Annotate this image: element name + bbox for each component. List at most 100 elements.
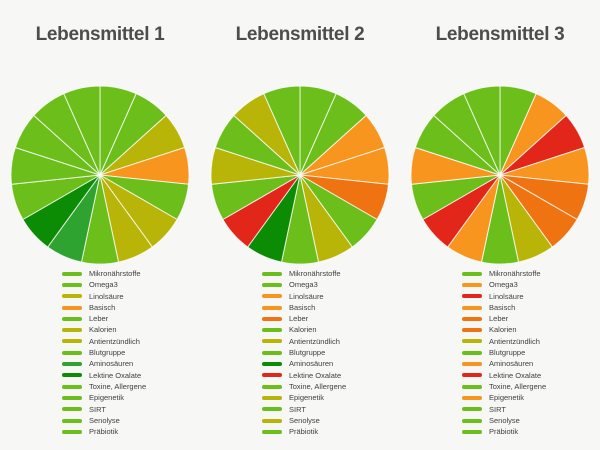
legend-swatch [462,407,482,412]
legend: Mikronährstoffe Omega3 Linolsäure Basisch Le… [0,268,200,437]
legend-swatch [62,418,82,423]
legend-item: Senolyse [262,415,400,426]
legend-label: Antientzündlich [489,336,540,346]
legend-item: Toxine, Allergene [62,381,200,392]
chart-title: Lebensmittel 3 [435,24,565,45]
legend-label: Mikronährstoffe [489,269,541,278]
legend-label: Präbiotik [89,427,119,437]
legend-label: Aminosäuren [489,359,534,369]
legend-label: Aminosäuren [89,359,134,369]
legend-label: Kalorien [489,325,517,335]
legend-swatch [462,429,482,434]
legend-swatch [62,305,82,310]
legend: Mikronährstoffe Omega3 Linolsäure Basisch Le… [200,268,400,437]
legend-swatch [62,395,82,400]
legend-label: Blutgruppe [289,348,326,358]
legend-item: Antientzündlich [262,336,400,347]
legend-label: Lektine Oxalate [89,370,142,380]
legend-swatch [262,271,282,276]
legend-label: Basisch [89,302,116,312]
legend-swatch [262,407,282,412]
pie-chart-container [400,85,600,265]
legend-swatch [462,294,482,299]
legend-label: Leber [489,314,509,324]
legend-swatch [262,328,282,333]
legend-item: Aminosäuren [62,358,200,369]
legend-swatch [262,282,282,287]
legend-swatch [262,429,282,434]
legend-label: Toxine, Allergene [289,381,347,391]
legend-swatch [262,418,282,423]
legend-item: Basisch [462,302,600,313]
legend-item: Mikronährstoffe [462,268,600,279]
legend-swatch [62,429,82,434]
legend-swatch [462,271,482,276]
legend-swatch [62,339,82,344]
legend-swatch [262,316,282,321]
legend-item: Mikronährstoffe [62,268,200,279]
legend-item: Linolsäure [262,291,400,302]
pie-slice [263,85,301,176]
legend-label: Leber [89,314,109,324]
legend-item: Aminosäuren [462,358,600,369]
legend-swatch [262,305,282,310]
legend-item: SIRT [262,404,400,415]
legend-item: Leber [262,313,400,324]
legend-item: Omega3 [462,279,600,290]
legend-label: Senolyse [489,415,520,425]
legend-label: Senolyse [89,415,120,425]
legend-label: Toxine, Allergene [489,381,547,391]
legend-label: Epigenetik [289,393,325,403]
legend-item: Basisch [62,302,200,313]
legend-item: Leber [462,313,600,324]
legend-item: Blutgruppe [62,347,200,358]
legend-label: Omega3 [489,280,518,290]
legend-label: Linolsäure [89,291,124,301]
legend-label: Aminosäuren [289,359,334,369]
legend-swatch [462,418,482,423]
legend-label: Omega3 [89,280,118,290]
legend-item: Senolyse [462,415,600,426]
legend-swatch [462,282,482,287]
legend-swatch [62,362,82,367]
legend-label: Antientzündlich [89,336,140,346]
legend-swatch [262,395,282,400]
legend-item: Blutgruppe [262,347,400,358]
legend-item: Omega3 [62,279,200,290]
legend-item: Linolsäure [62,291,200,302]
legend-swatch [462,339,482,344]
pie-chart-container [200,85,400,265]
legend-label: Epigenetik [89,393,125,403]
legend-swatch [462,305,482,310]
legend-item: Lektine Oxalate [462,370,600,381]
legend-label: Linolsäure [289,291,324,301]
legend-item: Antientzündlich [62,336,200,347]
legend-swatch [462,373,482,378]
legend-label: SIRT [289,404,306,414]
legend-swatch [262,384,282,389]
legend-item: Aminosäuren [262,358,400,369]
legend-item: Lektine Oxalate [62,370,200,381]
legend-item: Präbiotik [462,426,600,437]
legend-item: Blutgruppe [462,347,600,358]
legend-label: Epigenetik [489,393,525,403]
legend-item: Präbiotik [62,426,200,437]
legend-item: Lektine Oxalate [262,370,400,381]
legend-swatch [262,350,282,355]
pie-chart [10,85,190,265]
legend-label: Kalorien [289,325,317,335]
legend-label: Lektine Oxalate [289,370,342,380]
legend-item: Basisch [262,302,400,313]
legend-label: Linolsäure [489,291,524,301]
legend: Mikronährstoffe Omega3 Linolsäure Basisch Le… [400,268,600,437]
legend-label: Antientzündlich [289,336,340,346]
legend-item: Senolyse [62,415,200,426]
pie-chart-container [0,85,200,265]
legend-item: Leber [62,313,200,324]
legend-label: Leber [289,314,309,324]
legend-swatch [262,373,282,378]
legend-label: Blutgruppe [489,348,526,358]
legend-label: SIRT [489,404,506,414]
legend-item: Antientzündlich [462,336,600,347]
legend-item: Kalorien [462,324,600,335]
